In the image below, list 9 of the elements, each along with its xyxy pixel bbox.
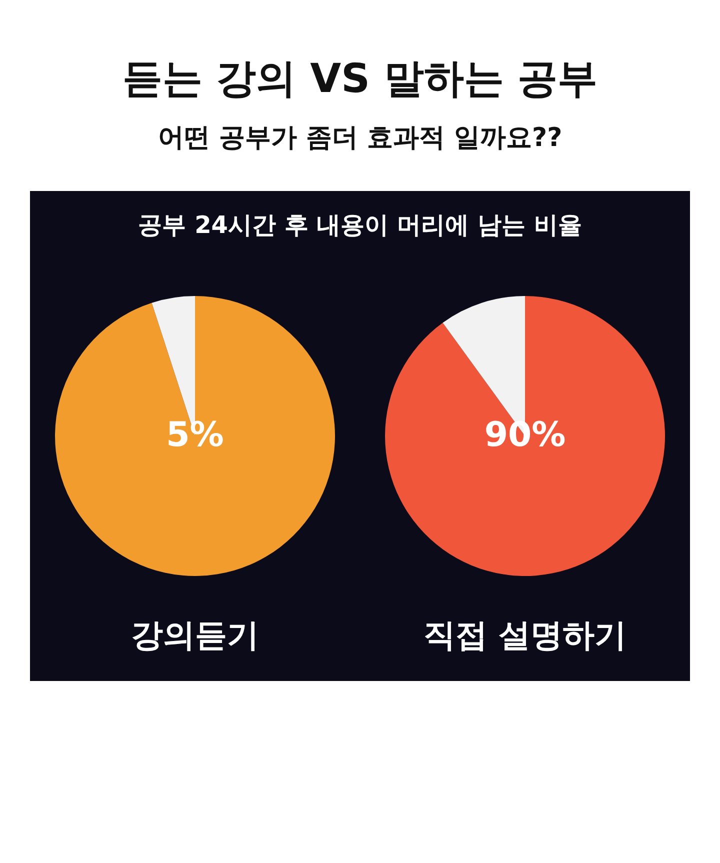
text: 공부 24시간 후 내용이 머리에 남는 비율 — [138, 211, 582, 239]
data-label: 90% — [484, 415, 566, 455]
text: 강의듣기 — [131, 616, 259, 654]
chart-subtitle: 어떤 공부가 좀더 효과적 일까요?? — [158, 123, 562, 153]
chart-title: 듣는 강의 VS 말하는 공부 — [122, 56, 598, 102]
text: 직접 설명하기 — [423, 616, 627, 654]
pie-slice — [55, 296, 335, 576]
data-label: 5% — [166, 415, 224, 455]
pie-slice — [385, 296, 665, 576]
